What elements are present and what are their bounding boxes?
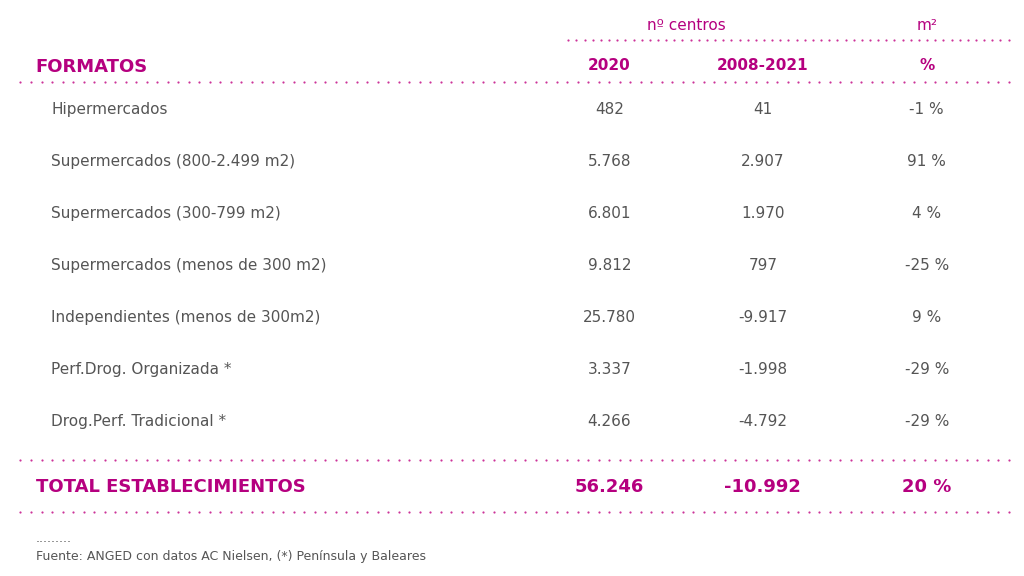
Text: %: % xyxy=(920,58,934,73)
Text: 2020: 2020 xyxy=(588,58,631,73)
Text: FORMATOS: FORMATOS xyxy=(36,58,148,76)
Text: -9.917: -9.917 xyxy=(738,310,787,325)
Text: 5.768: 5.768 xyxy=(588,154,631,169)
Text: nº centros: nº centros xyxy=(647,18,725,33)
Text: -10.992: -10.992 xyxy=(724,478,802,496)
Text: 1.970: 1.970 xyxy=(741,206,784,221)
Text: 797: 797 xyxy=(749,258,777,273)
Text: -29 %: -29 % xyxy=(904,414,949,429)
Text: m²: m² xyxy=(916,18,937,33)
Text: 41: 41 xyxy=(754,102,772,117)
Text: 2008-2021: 2008-2021 xyxy=(717,58,809,73)
Text: 9.812: 9.812 xyxy=(588,258,631,273)
Text: 56.246: 56.246 xyxy=(574,478,644,496)
Text: Supermercados (menos de 300 m2): Supermercados (menos de 300 m2) xyxy=(51,258,327,273)
Text: 2.907: 2.907 xyxy=(741,154,784,169)
Text: 4.266: 4.266 xyxy=(588,414,631,429)
Text: 25.780: 25.780 xyxy=(583,310,636,325)
Text: 6.801: 6.801 xyxy=(588,206,631,221)
Text: 4 %: 4 % xyxy=(912,206,941,221)
Text: Independientes (menos de 300m2): Independientes (menos de 300m2) xyxy=(51,310,321,325)
Text: .........: ......... xyxy=(36,532,72,545)
Text: -29 %: -29 % xyxy=(904,362,949,377)
Text: 3.337: 3.337 xyxy=(588,362,631,377)
Text: -1.998: -1.998 xyxy=(738,362,787,377)
Text: 20 %: 20 % xyxy=(902,478,951,496)
Text: 9 %: 9 % xyxy=(912,310,941,325)
Text: 91 %: 91 % xyxy=(907,154,946,169)
Text: TOTAL ESTABLECIMIENTOS: TOTAL ESTABLECIMIENTOS xyxy=(36,478,305,496)
Text: Drog.Perf. Tradicional *: Drog.Perf. Tradicional * xyxy=(51,414,226,429)
Text: Supermercados (800-2.499 m2): Supermercados (800-2.499 m2) xyxy=(51,154,295,169)
Text: Fuente: ANGED con datos AC Nielsen, (*) Península y Baleares: Fuente: ANGED con datos AC Nielsen, (*) … xyxy=(36,550,426,563)
Text: 482: 482 xyxy=(595,102,624,117)
Text: -25 %: -25 % xyxy=(904,258,949,273)
Text: Perf.Drog. Organizada *: Perf.Drog. Organizada * xyxy=(51,362,231,377)
Text: -4.792: -4.792 xyxy=(738,414,787,429)
Text: Supermercados (300-799 m2): Supermercados (300-799 m2) xyxy=(51,206,281,221)
Text: -1 %: -1 % xyxy=(909,102,944,117)
Text: Hipermercados: Hipermercados xyxy=(51,102,168,117)
